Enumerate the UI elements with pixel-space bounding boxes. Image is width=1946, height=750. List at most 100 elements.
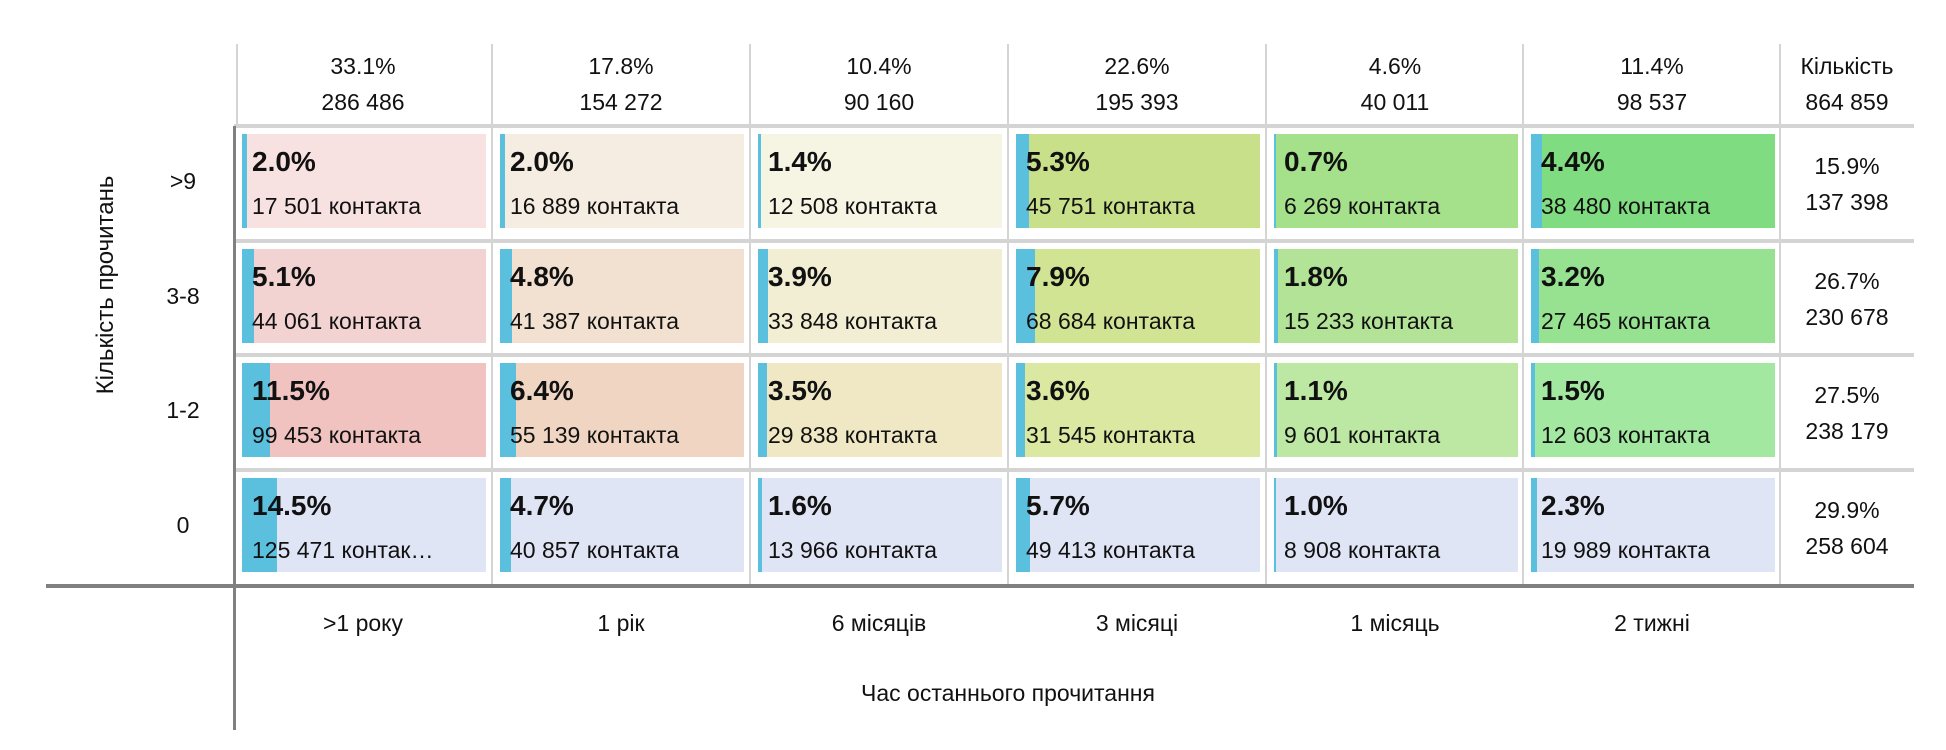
heatmap-cell: 7.9% 68 684 контакта: [1016, 249, 1260, 343]
cell-share-bar: [758, 134, 762, 228]
x-tick-label: 2 тижні: [1614, 610, 1690, 636]
cell-pct: 4.7%: [510, 490, 574, 521]
column-header: 33.1% 286 486: [234, 44, 492, 126]
row-total: 27.5% 238 179: [1780, 377, 1914, 449]
row-total-pct: 29.9%: [1814, 497, 1880, 523]
heatmap-cell: 5.1% 44 061 контакта: [242, 249, 486, 343]
cell-pct: 6.4%: [510, 375, 574, 406]
cell-share-bar: [1531, 249, 1539, 343]
column-header: 11.4% 98 537: [1523, 44, 1781, 126]
heatmap-cell: 1.1% 9 601 контакта: [1274, 363, 1518, 457]
cell-count: 38 480 контакта: [1541, 193, 1711, 219]
y-tick-label: >9: [169, 168, 197, 194]
cell-pct: 1.4%: [768, 146, 832, 177]
column-count: 40 011: [1360, 89, 1430, 115]
column-header: 10.4% 90 160: [750, 44, 1008, 126]
cell-share-bar: [242, 249, 255, 343]
cell-share-bar: [242, 134, 247, 228]
cell-count: 29 838 контакта: [768, 422, 938, 448]
row-total: 29.9% 258 604: [1780, 492, 1914, 564]
column-pct: 22.6%: [1104, 53, 1170, 79]
cell-count: 9 601 контакта: [1284, 422, 1441, 448]
heatmap-cell: 1.4% 12 508 контакта: [758, 134, 1002, 228]
grid-vline: [1522, 44, 1524, 585]
heatmap-cell: 3.5% 29 838 контакта: [758, 363, 1002, 457]
cell-share-bar: [1531, 363, 1535, 457]
cell-count: 16 889 контакта: [510, 193, 680, 219]
heatmap-cell: 11.5% 99 453 контакта: [242, 363, 486, 457]
cell-pct: 2.0%: [510, 146, 574, 177]
x-axis-line: [46, 584, 1914, 588]
grid-hline: [234, 124, 1914, 128]
column-pct: 10.4%: [846, 53, 912, 79]
heatmap-cell: 2.0% 16 889 контакта: [500, 134, 744, 228]
cell-share-bar: [1531, 134, 1542, 228]
row-total: 15.9% 137 398: [1780, 148, 1914, 220]
grid-vline: [749, 44, 751, 585]
cell-share-bar: [1016, 249, 1036, 343]
x-axis-title: Час останнього прочитання: [861, 680, 1155, 706]
row-total-count: 137 398: [1805, 189, 1889, 215]
row-total-pct: 26.7%: [1814, 268, 1880, 294]
heatmap-cell: 5.7% 49 413 контакта: [1016, 478, 1260, 572]
cell-count: 17 501 контакта: [252, 193, 422, 219]
grid-vline: [1779, 44, 1781, 585]
cell-pct: 2.3%: [1541, 490, 1605, 521]
column-header: 17.8% 154 272: [492, 44, 750, 126]
row-total: 26.7% 230 678: [1780, 263, 1914, 335]
x-tick-label: 6 місяців: [831, 610, 927, 636]
x-tick-label: 3 місяці: [1095, 610, 1179, 636]
column-header: 4.6% 40 011: [1266, 44, 1524, 126]
total-header-label: Кількість: [1800, 53, 1894, 79]
grid-vline: [1007, 44, 1009, 585]
heatmap-cell: 14.5% 125 471 контак…: [242, 478, 486, 572]
cell-pct: 3.6%: [1026, 375, 1090, 406]
heatmap-cell: 4.4% 38 480 контакта: [1531, 134, 1775, 228]
cell-share-bar: [1016, 363, 1025, 457]
cell-share-bar: [1274, 478, 1277, 572]
cell-pct: 1.6%: [768, 490, 832, 521]
cell-pct: 5.7%: [1026, 490, 1090, 521]
cell-count: 19 989 контакта: [1541, 537, 1711, 563]
grid-hline: [234, 239, 1914, 243]
cell-pct: 7.9%: [1026, 261, 1090, 292]
cell-share-bar: [242, 363, 271, 457]
heatmap-cell: 1.5% 12 603 контакта: [1531, 363, 1775, 457]
grid-vline: [491, 44, 493, 585]
grid-hline: [234, 353, 1914, 357]
heatmap-cell: 1.8% 15 233 контакта: [1274, 249, 1518, 343]
heatmap-cell: 3.6% 31 545 контакта: [1016, 363, 1260, 457]
heatmap-cell: 1.0% 8 908 контакта: [1274, 478, 1518, 572]
cell-count: 40 857 контакта: [510, 537, 680, 563]
cell-count: 41 387 контакта: [510, 308, 680, 334]
heatmap-cell: 2.0% 17 501 контакта: [242, 134, 486, 228]
cell-share-bar: [1274, 363, 1277, 457]
cell-pct: 1.0%: [1284, 490, 1348, 521]
cell-share-bar: [758, 363, 767, 457]
x-tick-label: >1 року: [322, 610, 404, 636]
x-tick-label: 1 рік: [597, 610, 645, 636]
column-pct: 11.4%: [1620, 53, 1684, 79]
cell-pct: 5.1%: [252, 261, 316, 292]
cell-count: 33 848 контакта: [768, 308, 938, 334]
column-header: 22.6% 195 393: [1008, 44, 1266, 126]
cell-count: 45 751 контакта: [1026, 193, 1196, 219]
grid-vline: [236, 44, 238, 126]
cell-pct: 4.8%: [510, 261, 574, 292]
x-tick-label: 1 місяць: [1350, 610, 1440, 636]
cell-pct: 3.5%: [768, 375, 832, 406]
cell-share-bar: [1531, 478, 1537, 572]
heatmap-cell: 1.6% 13 966 контакта: [758, 478, 1002, 572]
cell-share-bar: [500, 249, 512, 343]
cell-pct: 3.9%: [768, 261, 832, 292]
cell-count: 8 908 контакта: [1284, 537, 1441, 563]
cell-count: 68 684 контакта: [1026, 308, 1196, 334]
heatmap-cell: 2.3% 19 989 контакта: [1531, 478, 1775, 572]
y-axis-line: [233, 126, 236, 730]
total-header: Кількість 864 859: [1780, 48, 1914, 120]
cell-pct: 0.7%: [1284, 146, 1348, 177]
cell-share-bar: [500, 134, 505, 228]
cell-count: 31 545 контакта: [1026, 422, 1196, 448]
cell-pct: 2.0%: [252, 146, 316, 177]
